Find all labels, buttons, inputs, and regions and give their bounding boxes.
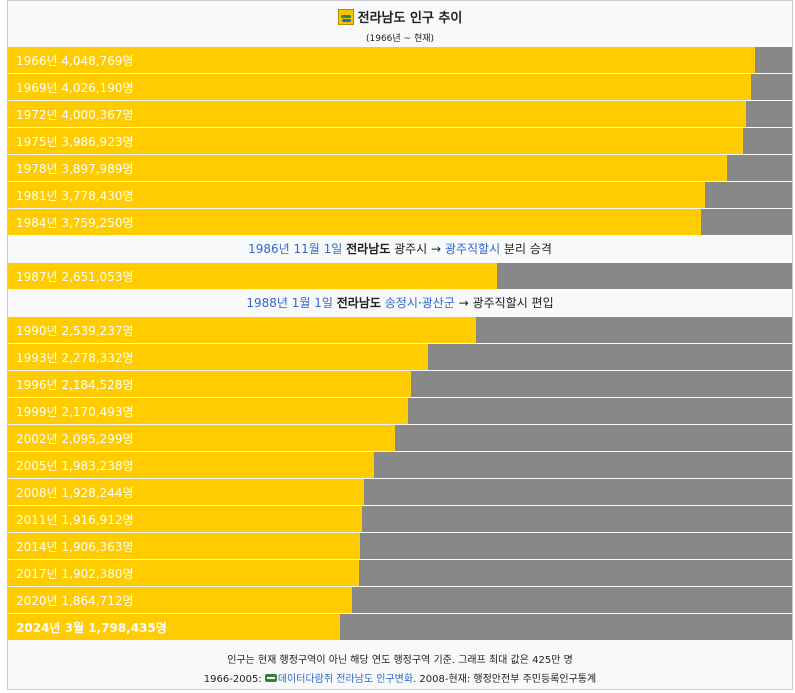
bar-row: 1999년 2,170,493명 <box>8 398 792 424</box>
source-link[interactable]: 데이터다람쥐 전라남도 인구변화 <box>277 674 414 685</box>
event-text: → 광주직할시 편입 <box>454 296 554 310</box>
chart-subtitle: (1966년 ~ 현재) <box>365 34 435 44</box>
bar-row: 1975년 3,986,923명 <box>8 128 792 154</box>
bar-fill <box>8 74 751 100</box>
bar-fill <box>8 425 395 451</box>
bar-label: 2002년 2,095,299명 <box>16 432 134 446</box>
bar-row: 2017년 1,902,380명 <box>8 560 792 586</box>
event-text: · <box>417 296 422 310</box>
bar-fill <box>8 209 701 235</box>
bar-label: 1993년 2,278,332명 <box>16 351 134 365</box>
bar-label: 1969년 4,026,190명 <box>16 81 134 95</box>
bar-row: 2008년 1,928,244명 <box>8 479 792 505</box>
bar-label: 1978년 3,897,989명 <box>16 162 134 176</box>
bar-fill <box>8 506 362 532</box>
bar-label: 1966년 4,048,769명 <box>16 54 134 68</box>
event-strong-text: 전라남도 <box>346 242 391 256</box>
data-source-icon <box>264 674 277 682</box>
bar-fill <box>8 128 743 154</box>
bar-label: 1987년 2,651,053명 <box>16 270 134 284</box>
bar-label: 2008년 1,928,244명 <box>16 486 134 500</box>
bar-row: 1969년 4,026,190명 <box>8 74 792 100</box>
population-chart-box: 전라남도 인구 추이 (1966년 ~ 현재) 1966년 4,048,769명… <box>7 0 793 690</box>
bar-label: 2014년 1,906,363명 <box>16 540 134 554</box>
event-link[interactable]: 광주직할시 <box>444 242 501 256</box>
footer-source: 1966-2005: 데이터다람쥐 전라남도 인구변화. 2008-현재: 행정… <box>8 670 792 685</box>
bar-label: 2020년 1,864,712명 <box>16 594 134 608</box>
bar-row: 1966년 4,048,769명 <box>8 47 792 73</box>
bar-label: 1981년 3,778,430명 <box>16 189 134 203</box>
bar-row: 2014년 1,906,363명 <box>8 533 792 559</box>
bar-row: 2005년 1,983,238명 <box>8 452 792 478</box>
bar-row: 1978년 3,897,989명 <box>8 155 792 181</box>
bar-fill <box>8 371 411 397</box>
bar-row: 2020년 1,864,712명 <box>8 587 792 613</box>
bar-row: 1984년 3,759,250명 <box>8 209 792 235</box>
bar-fill <box>8 101 746 127</box>
bar-label: 2005년 1,983,238명 <box>16 459 134 473</box>
chart-title-text: 전라남도 인구 추이 <box>357 11 463 26</box>
bar-row: 1972년 4,000,367명 <box>8 101 792 127</box>
bar-label: 1999년 2,170,493명 <box>16 405 134 419</box>
event-row: 1986년 11월 1일 전라남도 광주시 → 광주직할시 분리 승격 <box>8 236 792 263</box>
event-link[interactable]: 송정시 <box>384 296 418 310</box>
bar-row: 1990년 2,539,237명 <box>8 317 792 343</box>
chart-title: 전라남도 인구 추이 <box>8 7 792 26</box>
jeollanam-do-emblem-icon <box>337 9 354 25</box>
footer-note: 인구는 현재 행정구역이 아닌 해당 연도 행정구역 기준. 그래프 최대 값은… <box>227 655 573 666</box>
bar-row: 1987년 2,651,053명 <box>8 263 792 289</box>
bar-fill <box>8 614 340 640</box>
bar-row: 1993년 2,278,332명 <box>8 344 792 370</box>
event-link[interactable]: 1986년 11월 1일 <box>248 242 343 256</box>
bar-fill <box>8 155 727 181</box>
bar-label: 2017년 1,902,380명 <box>16 567 134 581</box>
bar-label: 1975년 3,986,923명 <box>16 135 134 149</box>
bar-label: 1984년 3,759,250명 <box>16 216 134 230</box>
bar-label: 2024년 3월 1,798,435명 <box>16 621 167 635</box>
bar-row: 1981년 3,778,430명 <box>8 182 792 208</box>
bar-label: 1990년 2,539,237명 <box>16 324 134 338</box>
bar-fill <box>8 533 360 559</box>
source-prefix: 1966-2005: <box>203 674 265 685</box>
bar-row: 2024년 3월 1,798,435명 <box>8 614 792 640</box>
bar-row: 1996년 2,184,528명 <box>8 371 792 397</box>
bar-fill <box>8 263 497 289</box>
bar-fill <box>8 479 364 505</box>
bar-row: 2011년 1,916,912명 <box>8 506 792 532</box>
bar-fill <box>8 560 359 586</box>
event-row: 1988년 1월 1일 전라남도 송정시·광산군 → 광주직할시 편입 <box>8 290 792 317</box>
chart-footer: 인구는 현재 행정구역이 아닌 해당 연도 행정구역 기준. 그래프 최대 값은… <box>8 643 792 689</box>
event-text: 분리 승격 <box>500 242 552 256</box>
event-link[interactable]: 광산군 <box>421 296 455 310</box>
bar-fill <box>8 587 352 613</box>
chart-header: 전라남도 인구 추이 (1966년 ~ 현재) <box>8 1 792 47</box>
event-link[interactable]: 1988년 1월 1일 <box>246 296 333 310</box>
bar-row: 2002년 2,095,299명 <box>8 425 792 451</box>
bar-fill <box>8 317 476 343</box>
bar-label: 2011년 1,916,912명 <box>16 513 134 527</box>
source-suffix: . 2008-현재: 행정안전부 주민등록인구통계 <box>413 674 597 685</box>
event-strong-text: 전라남도 <box>336 296 381 310</box>
bar-fill <box>8 182 705 208</box>
bar-fill <box>8 47 755 73</box>
bar-fill <box>8 398 408 424</box>
event-text: 광주시 → <box>390 242 445 256</box>
bar-fill <box>8 344 428 370</box>
bar-label: 1996년 2,184,528명 <box>16 378 134 392</box>
bar-label: 1972년 4,000,367명 <box>16 108 134 122</box>
bar-fill <box>8 452 374 478</box>
